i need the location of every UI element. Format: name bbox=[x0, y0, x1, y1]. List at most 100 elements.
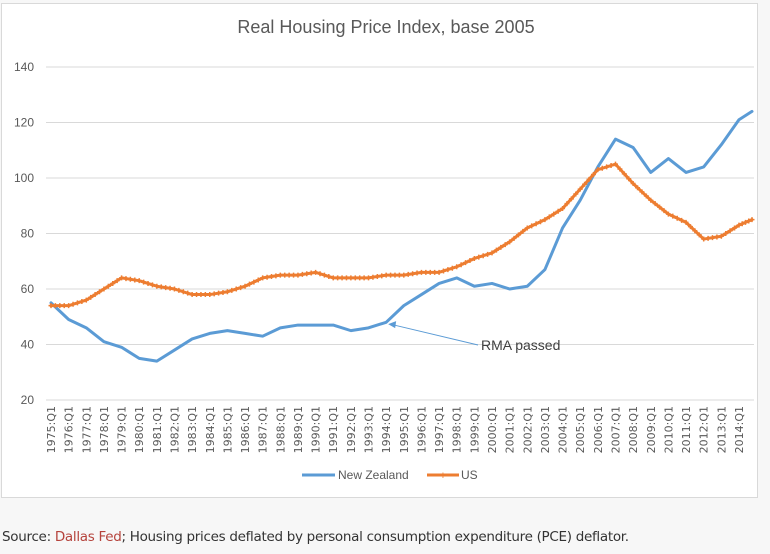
data-point-us bbox=[180, 289, 186, 295]
x-tick-label: 2008:Q1 bbox=[627, 406, 640, 453]
x-tick-label: 1979:Q1 bbox=[116, 406, 129, 453]
data-point-us bbox=[577, 186, 583, 192]
data-point-us bbox=[529, 223, 535, 229]
data-point-us bbox=[348, 275, 354, 281]
x-tick-label: 2010:Q1 bbox=[662, 406, 675, 453]
x-tick-label: 1976:Q1 bbox=[63, 406, 76, 453]
data-point-us bbox=[273, 273, 279, 279]
data-point-us bbox=[145, 280, 151, 286]
data-point-us bbox=[432, 269, 438, 275]
data-point-us bbox=[714, 234, 720, 240]
x-tick-label: 1994:Q1 bbox=[380, 406, 393, 453]
legend: New Zealand + US bbox=[302, 468, 478, 482]
data-point-us bbox=[560, 206, 566, 212]
x-tick-label: 2005:Q1 bbox=[574, 406, 587, 453]
legend-marker-us: + bbox=[440, 470, 446, 482]
data-point-us bbox=[582, 181, 588, 187]
data-point-us bbox=[123, 276, 129, 282]
x-tick-label: 1987:Q1 bbox=[257, 406, 270, 453]
data-point-us bbox=[630, 181, 636, 187]
x-tick-label: 1977:Q1 bbox=[80, 406, 93, 453]
data-point-us bbox=[732, 225, 738, 231]
data-point-us bbox=[687, 224, 693, 230]
data-point-us bbox=[229, 287, 235, 293]
data-point-us bbox=[57, 303, 63, 309]
data-point-us bbox=[423, 269, 429, 275]
data-point-us bbox=[370, 274, 376, 280]
data-point-us bbox=[291, 272, 297, 278]
data-point-us bbox=[604, 164, 610, 170]
data-point-us bbox=[339, 275, 345, 281]
data-point-us bbox=[141, 279, 147, 285]
x-tick-label: 2002:Q1 bbox=[521, 406, 534, 453]
data-point-us bbox=[277, 272, 283, 278]
data-point-us bbox=[736, 222, 742, 228]
data-point-us bbox=[304, 271, 310, 277]
data-point-us bbox=[414, 270, 420, 276]
data-point-us bbox=[238, 285, 244, 291]
data-point-us bbox=[185, 290, 191, 296]
data-point-us bbox=[445, 267, 451, 273]
data-point-us bbox=[626, 176, 632, 182]
data-point-us bbox=[66, 303, 72, 309]
data-point-us bbox=[692, 228, 698, 234]
data-point-us bbox=[392, 272, 398, 278]
data-point-us bbox=[440, 268, 446, 274]
data-point-us bbox=[366, 275, 372, 281]
series-line-new-zealand bbox=[49, 109, 754, 363]
legend-item-new-zealand[interactable]: New Zealand bbox=[302, 468, 409, 482]
data-point-us bbox=[136, 278, 142, 284]
data-point-us bbox=[546, 214, 552, 220]
data-point-us bbox=[511, 235, 517, 241]
data-point-us bbox=[379, 273, 385, 279]
data-point-us bbox=[635, 185, 641, 191]
data-point-us bbox=[652, 201, 658, 207]
data-point-us bbox=[154, 283, 160, 289]
caption-suffix: ; Housing prices deflated by personal co… bbox=[121, 529, 629, 545]
data-point-us bbox=[524, 225, 530, 231]
data-point-us bbox=[739, 221, 745, 227]
caption-prefix: Source: bbox=[2, 529, 55, 545]
data-point-us bbox=[749, 217, 755, 223]
series-us bbox=[48, 161, 755, 309]
y-tick-label: 120 bbox=[14, 116, 34, 130]
chart-container: Real Housing Price Index, base 2005 20 40… bbox=[1, 3, 758, 498]
data-point-us bbox=[92, 292, 98, 298]
x-tick-label: 1988:Q1 bbox=[274, 406, 287, 453]
data-point-us bbox=[665, 211, 671, 217]
data-point-us bbox=[617, 166, 623, 172]
data-point-us bbox=[224, 289, 230, 295]
data-point-us bbox=[538, 219, 544, 225]
dallas-fed-link[interactable]: Dallas Fed bbox=[54, 529, 122, 545]
data-point-us bbox=[194, 292, 200, 298]
data-point-us bbox=[573, 191, 579, 197]
data-point-us bbox=[493, 247, 499, 253]
x-tick-label: 1995:Q1 bbox=[398, 406, 411, 453]
data-point-us bbox=[551, 211, 557, 217]
data-point-us bbox=[674, 215, 680, 221]
data-point-us bbox=[449, 265, 455, 271]
data-point-us bbox=[657, 204, 663, 210]
data-point-us bbox=[542, 217, 548, 223]
x-tick-label: 2013:Q1 bbox=[715, 406, 728, 453]
data-point-us bbox=[233, 286, 239, 292]
data-point-us bbox=[467, 258, 473, 264]
data-point-us bbox=[88, 294, 94, 300]
data-point-us bbox=[612, 161, 618, 167]
y-tick-label: 80 bbox=[21, 227, 35, 241]
data-point-us bbox=[286, 272, 292, 278]
data-point-us bbox=[476, 254, 482, 260]
x-tick-label: 1985:Q1 bbox=[221, 406, 234, 453]
data-point-us bbox=[361, 275, 367, 281]
data-point-us bbox=[264, 274, 270, 280]
data-point-us bbox=[696, 232, 702, 238]
source-caption: Source: Dallas Fed; Housing prices defla… bbox=[2, 529, 629, 545]
x-tick-label: 1993:Q1 bbox=[363, 406, 376, 453]
legend-item-us[interactable]: + US bbox=[427, 468, 478, 482]
data-point-us bbox=[705, 235, 711, 241]
data-point-us bbox=[352, 275, 358, 281]
annotation-arrow bbox=[394, 324, 479, 346]
annotation-arrowhead-icon bbox=[388, 321, 397, 329]
data-point-us bbox=[171, 286, 177, 292]
y-tick-label: 40 bbox=[21, 338, 35, 352]
